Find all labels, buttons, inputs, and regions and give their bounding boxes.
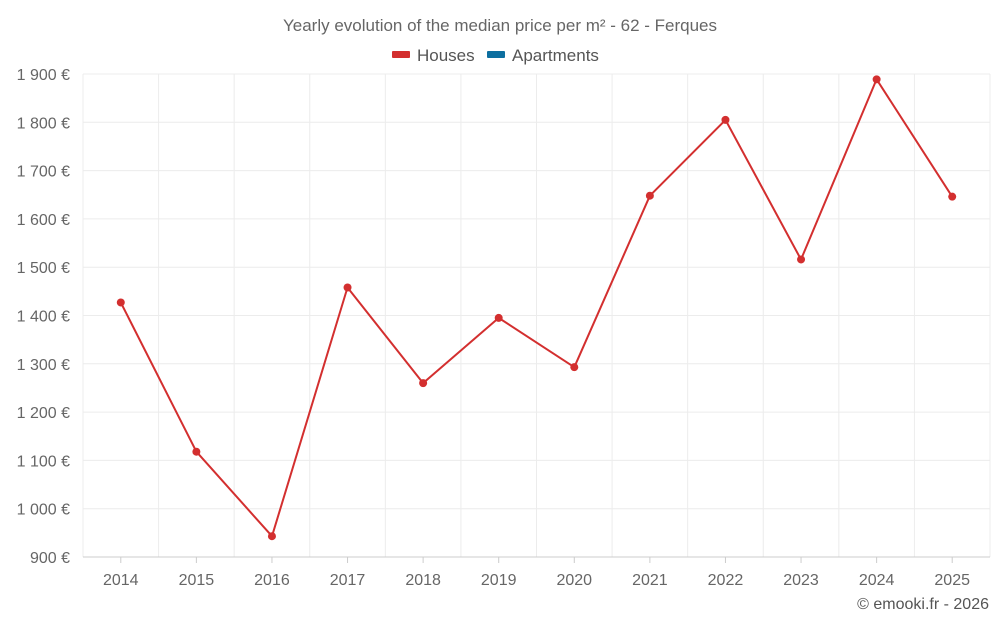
- x-tick-label: 2015: [179, 572, 215, 589]
- data-point[interactable]: [797, 255, 806, 264]
- data-point[interactable]: [645, 191, 654, 200]
- legend-label-houses: Houses: [417, 46, 475, 65]
- x-tick-label: 2014: [103, 572, 139, 589]
- x-tick-label: 2018: [405, 572, 441, 589]
- legend-label-apartments: Apartments: [512, 46, 599, 65]
- data-point[interactable]: [721, 115, 730, 124]
- data-point[interactable]: [267, 532, 276, 541]
- series-layer: [116, 75, 957, 541]
- y-tick-label: 1 500 €: [17, 260, 70, 277]
- data-point[interactable]: [116, 298, 125, 307]
- legend-item-houses[interactable]: Houses: [392, 46, 475, 65]
- data-point[interactable]: [570, 363, 579, 372]
- y-tick-label: 1 000 €: [17, 502, 70, 519]
- x-tick-label: 2019: [481, 572, 517, 589]
- y-tick-label: 1 900 €: [17, 67, 70, 84]
- data-point[interactable]: [419, 379, 428, 388]
- legend-swatch-apartments: [487, 51, 505, 58]
- y-tick-label: 1 800 €: [17, 115, 70, 132]
- y-tick-label: 1 100 €: [17, 453, 70, 470]
- x-tick-label: 2020: [556, 572, 592, 589]
- grid-layer: [82, 73, 991, 558]
- x-tick-label: 2024: [859, 572, 895, 589]
- y-tick-label: 1 700 €: [17, 164, 70, 181]
- data-point[interactable]: [192, 447, 201, 456]
- y-tick-label: 1 300 €: [17, 357, 70, 374]
- y-tick-label: 1 600 €: [17, 212, 70, 229]
- y-tick-label: 1 400 €: [17, 309, 70, 326]
- x-tick-label: 2022: [708, 572, 744, 589]
- y-tick-label: 1 200 €: [17, 405, 70, 422]
- y-tick-label: 900 €: [30, 550, 70, 567]
- legend: Houses Apartments: [392, 46, 599, 65]
- x-tick-label: 2016: [254, 572, 290, 589]
- data-point[interactable]: [494, 313, 503, 322]
- y-axis-ticks: 900 € 1 000 € 1 100 € 1 200 € 1 300 € 1 400 €…: [17, 67, 70, 567]
- credit-text: © emooki.fr - 2026: [857, 596, 989, 613]
- x-tick-label: 2017: [330, 572, 366, 589]
- x-tick-label: 2023: [783, 572, 819, 589]
- x-axis-ticks: 2014 2015 2016 2017 2018 2019 2020 2021 2022 2023…: [103, 557, 970, 589]
- series-line-houses: [119, 78, 954, 538]
- x-tick-label: 2025: [934, 572, 970, 589]
- legend-item-apartments[interactable]: Apartments: [487, 46, 599, 65]
- data-point[interactable]: [872, 75, 881, 84]
- data-point[interactable]: [343, 283, 352, 292]
- legend-swatch-houses: [392, 51, 410, 58]
- data-point[interactable]: [948, 192, 957, 201]
- chart-title: Yearly evolution of the median price per…: [283, 16, 717, 35]
- x-tick-label: 2021: [632, 572, 668, 589]
